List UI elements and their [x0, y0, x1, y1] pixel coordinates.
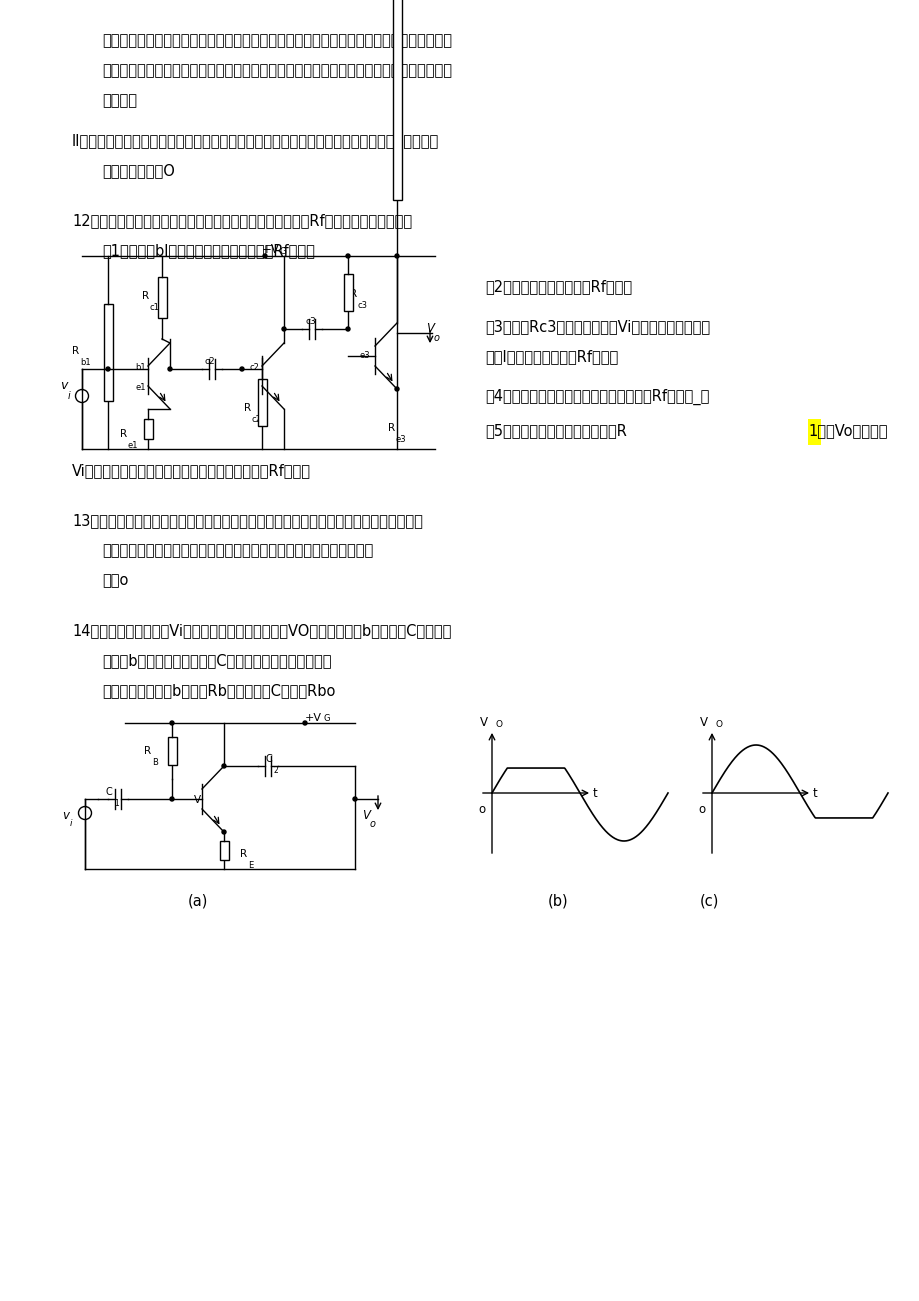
- Text: （1）提高从bl端看进去的输入电阻。（接Rf从到）: （1）提高从bl端看进去的输入电阻。（接Rf从到）: [102, 243, 314, 258]
- Text: (b): (b): [548, 892, 568, 908]
- Text: 13、为了减轻信号源负担并保证使放大器增加带动负载的实力，放大器应采纳的反馈类型: 13、为了减轻信号源负担并保证使放大器增加带动负载的实力，放大器应采纳的反馈类型: [72, 513, 423, 528]
- Text: （5）希望在输出端接上负载电阻R: （5）希望在输出端接上负载电阻R: [484, 423, 626, 438]
- Text: c2: c2: [205, 356, 215, 366]
- Text: 系数等于。射极输出器常作为多级放大电路的输入级，是因为它的很高，向信号源吸取的电: 系数等于。射极输出器常作为多级放大电路的输入级，是因为它的很高，向信号源吸取的电: [102, 62, 451, 78]
- Circle shape: [394, 254, 399, 258]
- Circle shape: [263, 254, 267, 258]
- Text: （3）希望Rc3变更时，在给定Vi状况下的沟通电流有: （3）希望Rc3变更时，在给定Vi状况下的沟通电流有: [484, 319, 709, 334]
- Text: B: B: [152, 758, 158, 768]
- Circle shape: [170, 798, 174, 801]
- Text: t: t: [812, 787, 817, 800]
- Text: 真输出，对于图（b）应将Rb，对于图（C）应将Rbo: 真输出，对于图（b）应将Rb，对于图（C）应将Rbo: [102, 683, 335, 699]
- Text: b1: b1: [80, 358, 91, 367]
- Text: V: V: [699, 716, 708, 729]
- Text: b1: b1: [135, 363, 145, 372]
- Text: c3: c3: [305, 317, 315, 327]
- Bar: [167, 736, 176, 765]
- Text: R: R: [142, 291, 149, 301]
- Text: 效值I。基本不变。（接Rf从到）: 效值I。基本不变。（接Rf从到）: [484, 349, 618, 364]
- Text: v: v: [62, 809, 69, 822]
- Text: R: R: [349, 289, 357, 299]
- Text: 大器的输出电阻O: 大器的输出电阻O: [102, 163, 175, 178]
- Text: o: o: [369, 820, 376, 829]
- Text: G: G: [279, 247, 287, 256]
- Text: V: V: [480, 716, 487, 729]
- Text: 型是o: 型是o: [102, 572, 129, 588]
- Text: （4）希望各级静态工作点基本稳定。（接Rf从一到_）: （4）希望各级静态工作点基本稳定。（接Rf从一到_）: [484, 389, 709, 405]
- Text: V: V: [425, 321, 434, 334]
- Text: o: o: [698, 803, 704, 816]
- Bar: [220, 842, 228, 860]
- Text: （2）减小输出电阻。（接Rf从到）: （2）减小输出电阻。（接Rf从到）: [484, 278, 631, 294]
- Bar: [157, 277, 166, 319]
- Text: R: R: [119, 429, 127, 438]
- Text: e3: e3: [395, 435, 406, 444]
- Text: e1: e1: [135, 382, 145, 392]
- Bar: [143, 419, 153, 438]
- Bar: [257, 380, 267, 425]
- Text: 1后，Vo（在给定: 1后，Vo（在给定: [807, 423, 887, 438]
- Circle shape: [346, 327, 349, 330]
- Bar: [104, 304, 112, 401]
- Text: (a): (a): [187, 892, 208, 908]
- Circle shape: [302, 721, 307, 725]
- Text: O: O: [715, 719, 722, 729]
- Circle shape: [282, 327, 286, 330]
- Circle shape: [168, 367, 172, 371]
- Text: 2: 2: [273, 766, 278, 775]
- Circle shape: [240, 367, 244, 371]
- Text: i: i: [68, 392, 71, 401]
- Text: 1: 1: [114, 799, 119, 808]
- Text: E: E: [248, 861, 253, 870]
- Text: R: R: [240, 850, 247, 859]
- Text: c3: c3: [357, 301, 368, 310]
- Text: c2: c2: [250, 363, 259, 372]
- Circle shape: [106, 367, 110, 371]
- Text: Vi状况下的输出沟通电压有效值）基本不变。（接Rf从到）: Vi状况下的输出沟通电压有效值）基本不变。（接Rf从到）: [72, 463, 311, 477]
- Text: C: C: [106, 787, 113, 798]
- Text: V: V: [361, 809, 369, 822]
- Text: 14、如图放大电路中，Vi为正弦波信号，若输出信号VO的波形如图（b）和图（C）所示，: 14、如图放大电路中，Vi为正弦波信号，若输出信号VO的波形如图（b）和图（C）…: [72, 623, 451, 637]
- Text: c1: c1: [150, 303, 160, 312]
- Text: +V: +V: [305, 713, 322, 723]
- Text: v: v: [60, 379, 67, 392]
- Text: o: o: [478, 803, 484, 816]
- Text: 则图（b）所示为失真，图（C）所示为失真，为实现不失: 则图（b）所示为失真，图（C）所示为失真，为实现不失: [102, 653, 331, 667]
- Text: R: R: [244, 403, 251, 412]
- Bar: [343, 275, 352, 311]
- Bar: [807, 419, 820, 445]
- Bar: [392, 0, 401, 200]
- Circle shape: [221, 764, 226, 768]
- Text: e3: e3: [359, 351, 370, 360]
- Text: R: R: [144, 745, 151, 756]
- Text: i: i: [70, 820, 73, 827]
- Text: 12、在图中，要求引入负反馈并达到以下效果，将反馈元件Rf的接入点填入括号内：: 12、在图中，要求引入负反馈并达到以下效果，将反馈元件Rf的接入点填入括号内：: [72, 213, 412, 228]
- Circle shape: [394, 386, 399, 392]
- Circle shape: [170, 721, 174, 725]
- Text: 流较小。: 流较小。: [102, 92, 137, 108]
- Text: II、电压负反馈能稳定放大器的，并使放大器的输出电阻；电流负反馈能稳定放大器的，并使放: II、电压负反馈能稳定放大器的，并使放大器的输出电阻；电流负反馈能稳定放大器的，…: [72, 133, 438, 148]
- Text: +V: +V: [262, 243, 279, 256]
- Text: O: O: [495, 719, 503, 729]
- Text: o: o: [434, 333, 439, 343]
- Text: R: R: [388, 423, 394, 433]
- Text: 是，为了减轻信号源负担并保证输出电压稳定，放大器应采纳的反馈类: 是，为了减轻信号源负担并保证输出电压稳定，放大器应采纳的反馈类: [102, 543, 373, 558]
- Text: (c): (c): [699, 892, 719, 908]
- Text: 放大实力。射极输出器的反馈类型为，它把输出信号（填全部、部分）反馈到输入端，反馈: 放大实力。射极输出器的反馈类型为，它把输出信号（填全部、部分）反馈到输入端，反馈: [102, 33, 451, 48]
- Text: t: t: [593, 787, 597, 800]
- Circle shape: [346, 254, 349, 258]
- Text: c2: c2: [252, 415, 262, 424]
- Text: G: G: [323, 714, 329, 723]
- Text: e1: e1: [128, 441, 139, 450]
- Text: R: R: [72, 346, 79, 356]
- Text: V: V: [194, 795, 201, 805]
- Text: C: C: [265, 755, 271, 764]
- Circle shape: [353, 798, 357, 801]
- Circle shape: [221, 830, 226, 834]
